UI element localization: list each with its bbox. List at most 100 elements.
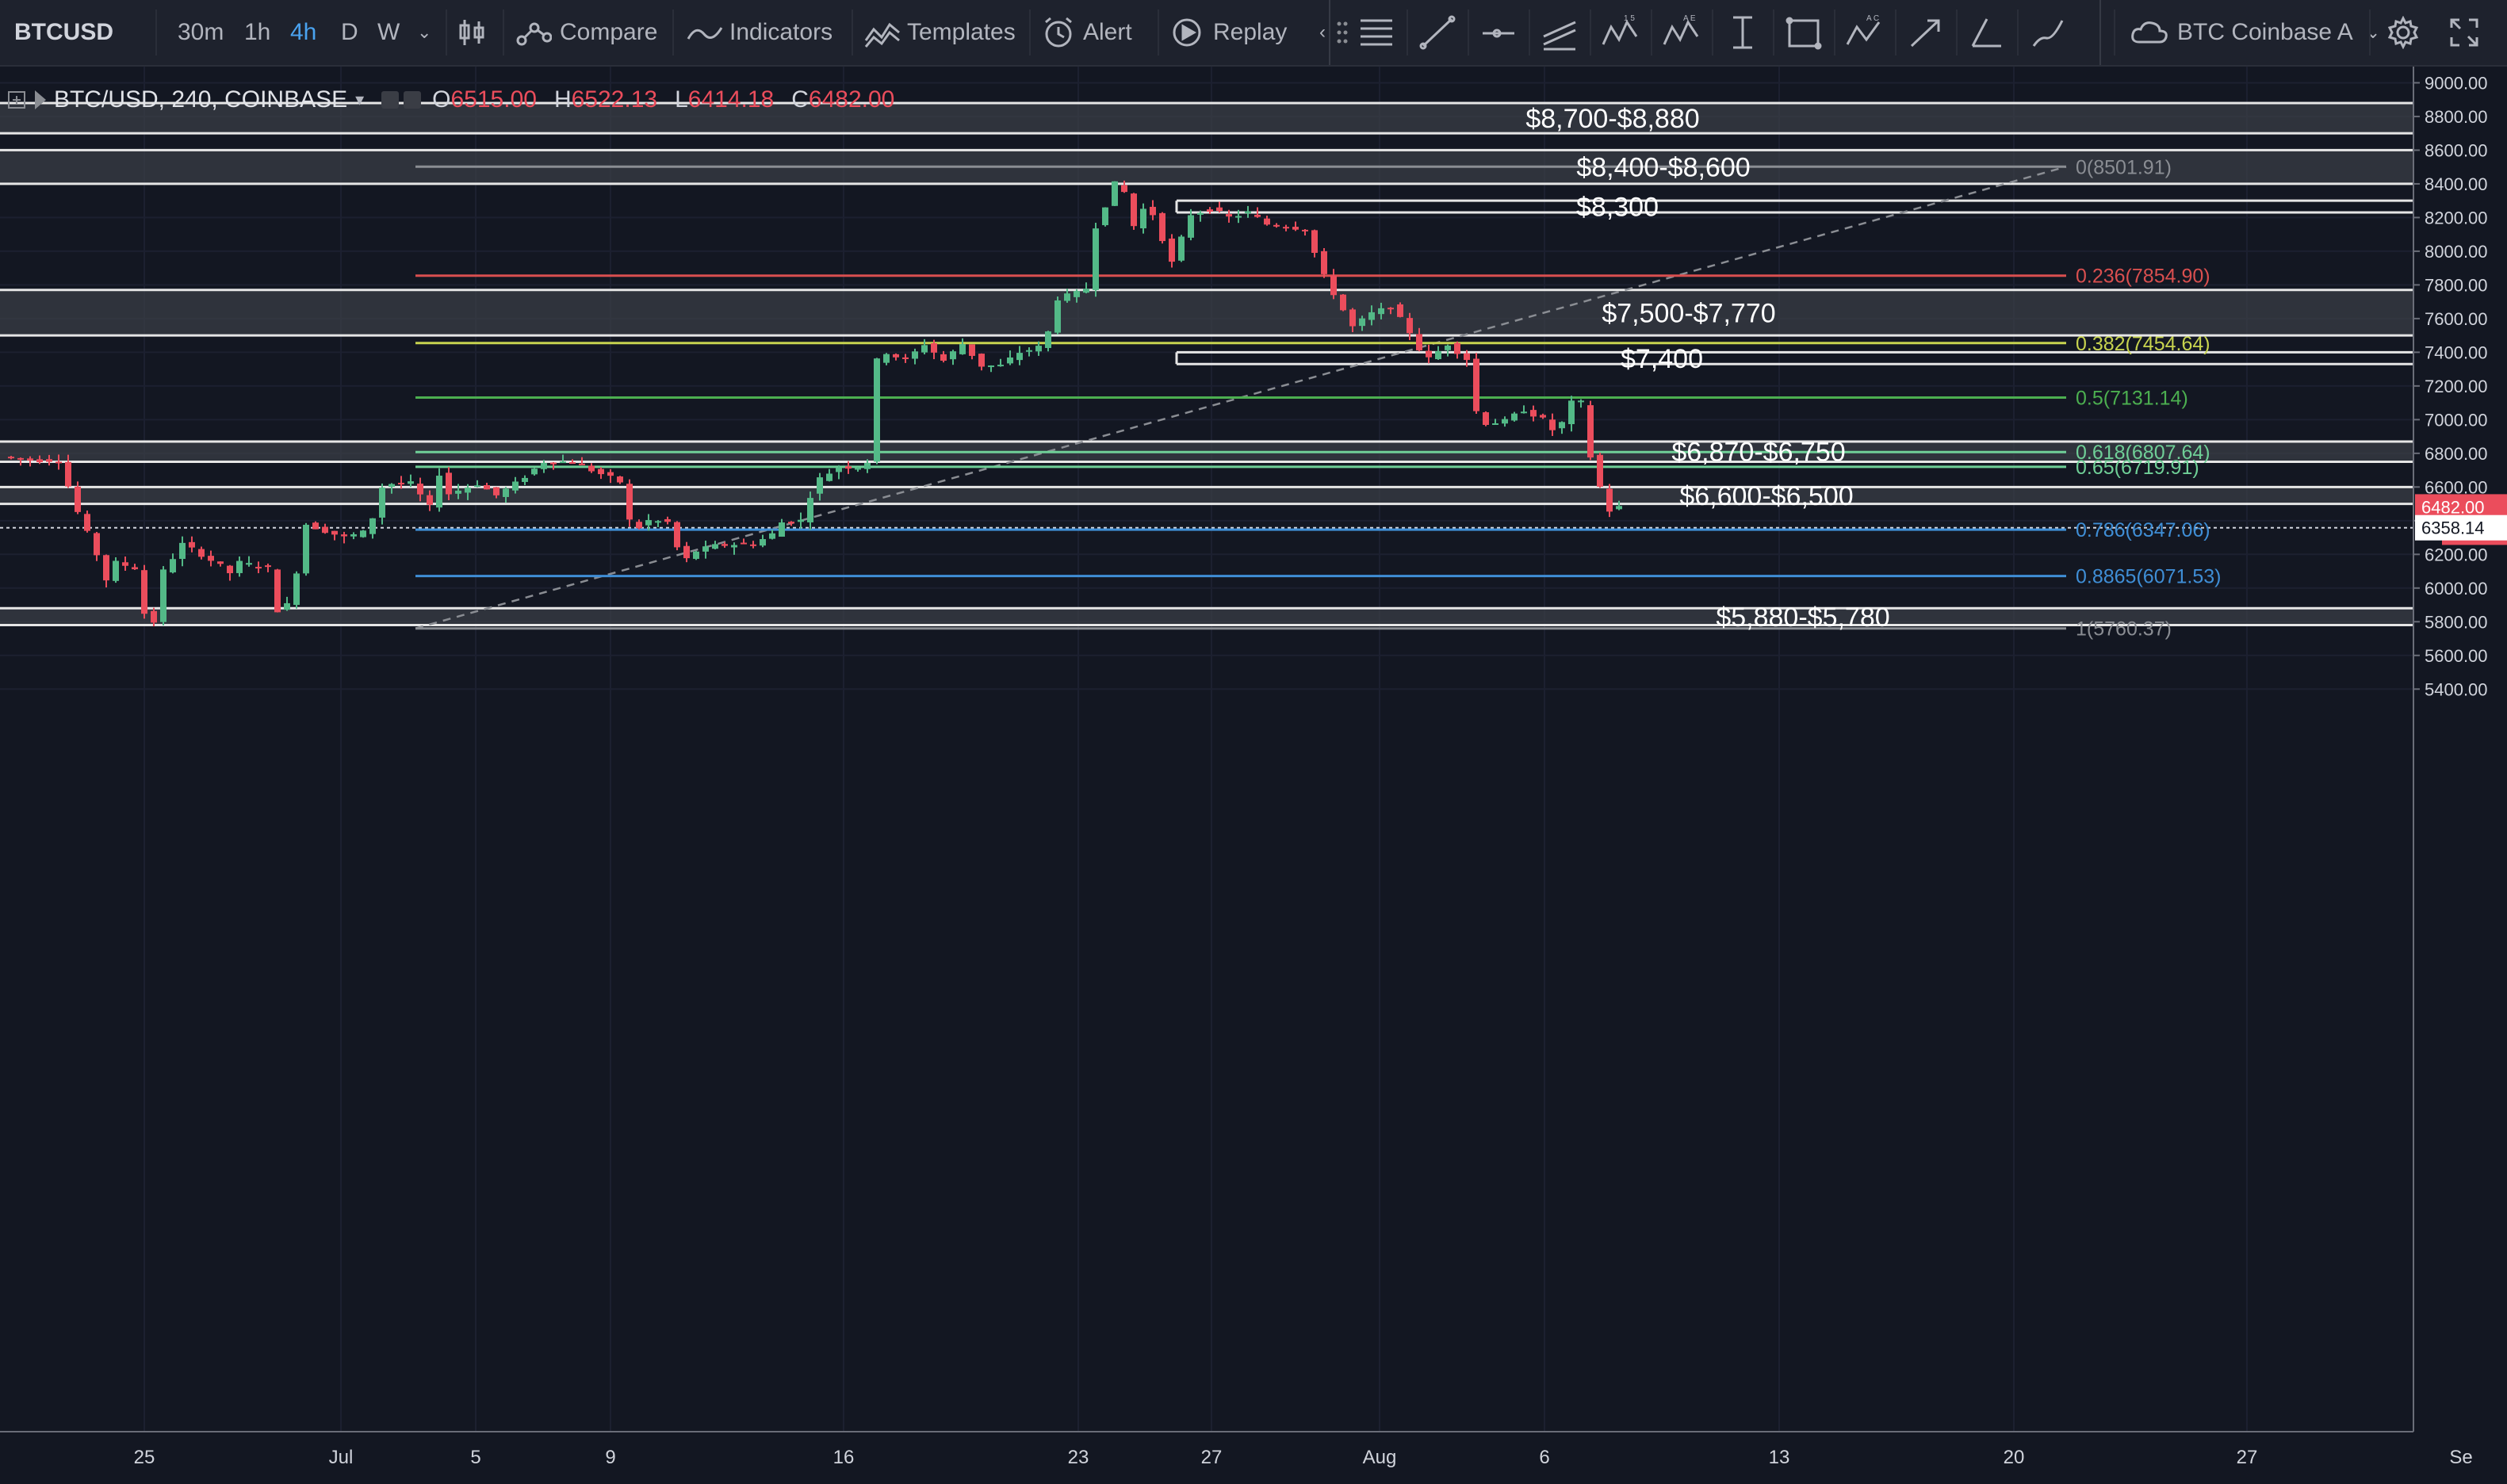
interval-label: 30m xyxy=(178,19,224,45)
fullscreen-button[interactable] xyxy=(2448,0,2480,65)
zone-band[interactable] xyxy=(1177,201,2413,212)
interval-label: D xyxy=(341,19,358,45)
settings-small-icon[interactable] xyxy=(404,91,422,109)
compare-button[interactable]: Compare xyxy=(515,0,657,65)
title-dropdown-chevron-icon[interactable]: ▾ xyxy=(355,90,365,109)
candle-body xyxy=(978,354,985,367)
horizontal-lines-tool[interactable] xyxy=(1354,13,1399,52)
candle-body xyxy=(674,522,680,548)
candle-body xyxy=(560,461,566,464)
candle-body xyxy=(1188,215,1194,238)
symbol-title[interactable]: BTC/USD, 240, COINBASE xyxy=(54,86,348,113)
candle-body xyxy=(826,473,832,481)
time-tick-label: 25 xyxy=(134,1447,155,1468)
interval-d[interactable]: D xyxy=(341,0,358,65)
time-tick-label: Jul xyxy=(329,1447,354,1468)
time-tick-label: 5 xyxy=(470,1447,480,1468)
price-tick-label: 8400.00 xyxy=(2425,174,2488,194)
abc-pattern-tool[interactable]: A C xyxy=(1843,13,1887,52)
candle-body xyxy=(588,465,595,472)
price-axis-background xyxy=(2413,67,2507,1484)
zone-band[interactable] xyxy=(0,487,2413,504)
xabcd-pattern-tool[interactable]: 1 5 xyxy=(1598,13,1643,52)
candle-body xyxy=(1435,351,1441,360)
fibonacci-retracement[interactable]: 0(8501.91) 0.236(7854.90) 0.382(7454.64) 0.… xyxy=(415,156,2221,641)
long-position-tool[interactable] xyxy=(1720,13,1765,52)
alert-button[interactable]: Alert xyxy=(1042,0,1132,65)
candle-body xyxy=(598,469,604,475)
candle-body xyxy=(369,518,376,534)
candle-body xyxy=(236,560,243,573)
trend-line-tool[interactable] xyxy=(1415,13,1460,52)
zone-label: $8,300 xyxy=(1576,193,1659,223)
support-resistance-zones[interactable] xyxy=(0,101,2413,627)
zone-label: $6,600-$6,500 xyxy=(1679,481,1853,511)
time-axis[interactable]: 25 Jul 5 9 16 23 27 Aug 6 13 20 27 Se xyxy=(0,1431,2473,1468)
interval-4h[interactable]: 4h xyxy=(290,0,316,65)
price-tick-label: 7400.00 xyxy=(2425,342,2488,362)
drawing-tool-divider xyxy=(1895,10,1897,55)
parallel-channel-icon xyxy=(1543,21,1576,51)
candle-body xyxy=(1226,214,1232,217)
abcde-pattern-tool[interactable]: A E xyxy=(1659,13,1704,52)
candle-body xyxy=(1616,506,1622,510)
replay-button[interactable]: Replay xyxy=(1170,0,1287,65)
drawing-tool-divider xyxy=(1590,10,1591,55)
toolbar-divider xyxy=(155,10,157,55)
arrow-tool[interactable] xyxy=(1904,13,1948,52)
price-chart[interactable]: 0(8501.91) 0.236(7854.90) 0.382(7454.64) 0.… xyxy=(0,67,2507,1484)
candle-body xyxy=(436,476,442,508)
eye-icon[interactable] xyxy=(381,91,400,109)
candle-body xyxy=(503,488,509,497)
price-tick-label: 7200.00 xyxy=(2425,377,2488,396)
drag-handle-icon[interactable] xyxy=(1337,21,1348,44)
candle-body xyxy=(198,549,205,557)
candle-body xyxy=(817,477,823,494)
interval-w[interactable]: W xyxy=(377,0,400,65)
candle-body xyxy=(1426,350,1432,358)
templates-button[interactable]: Templates xyxy=(864,0,1016,65)
fib-level-label: 0(8501.91) xyxy=(2076,156,2172,178)
candle-body xyxy=(398,483,404,485)
horizontal-ray-tool[interactable] xyxy=(1476,13,1521,52)
crosshair-badge xyxy=(2415,514,2507,541)
indicators-button[interactable]: Indicators xyxy=(687,0,832,65)
candle-body xyxy=(1207,209,1213,212)
parallel-channel-tool[interactable] xyxy=(1537,13,1582,52)
collapse-arrow-icon[interactable]: ‹ xyxy=(1319,21,1326,43)
candle-body xyxy=(217,561,224,564)
candle-body xyxy=(836,467,842,472)
price-axis[interactable]: 9200.009000.008800.008600.008400.008200.… xyxy=(2413,67,2507,1484)
brush-tool[interactable] xyxy=(2026,13,2070,52)
layout-button[interactable]: BTC Coinbase A ⌄ xyxy=(2130,0,2380,65)
close-value: 6482.00 xyxy=(808,86,895,113)
candle-body xyxy=(1302,229,1308,231)
flag-icon[interactable] xyxy=(35,90,46,109)
candle-body xyxy=(227,565,233,574)
zone-band[interactable] xyxy=(0,289,2413,336)
chart-style-button[interactable] xyxy=(457,0,488,65)
angle-tool[interactable] xyxy=(1965,13,2009,52)
interval-30m[interactable]: 30m xyxy=(178,0,224,65)
candle-body xyxy=(607,472,614,476)
candle-body xyxy=(798,519,804,522)
settings-button[interactable] xyxy=(2386,0,2420,65)
candle-body xyxy=(1549,419,1556,430)
price-tick-label: 8000.00 xyxy=(2425,242,2488,262)
price-tick-label: 5400.00 xyxy=(2425,679,2488,699)
zone-band[interactable] xyxy=(0,102,2413,134)
symbol-search[interactable]: BTCUSD xyxy=(14,0,113,65)
arrow-icon xyxy=(1910,19,1940,48)
expand-plus-icon[interactable] xyxy=(8,91,25,109)
rectangle-tool[interactable] xyxy=(1782,13,1826,52)
candle-body xyxy=(1368,312,1375,320)
candle-body xyxy=(1121,185,1127,193)
interval-1h[interactable]: 1h xyxy=(244,0,270,65)
interval-dropdown-chevron-icon[interactable]: ⌄ xyxy=(417,22,432,42)
zone-band[interactable] xyxy=(0,608,2413,625)
candle-body xyxy=(664,518,671,522)
candle-body xyxy=(1054,300,1061,333)
toolbar-divider xyxy=(503,10,504,55)
candle-body xyxy=(988,365,994,368)
zone-band[interactable] xyxy=(1177,352,2413,364)
